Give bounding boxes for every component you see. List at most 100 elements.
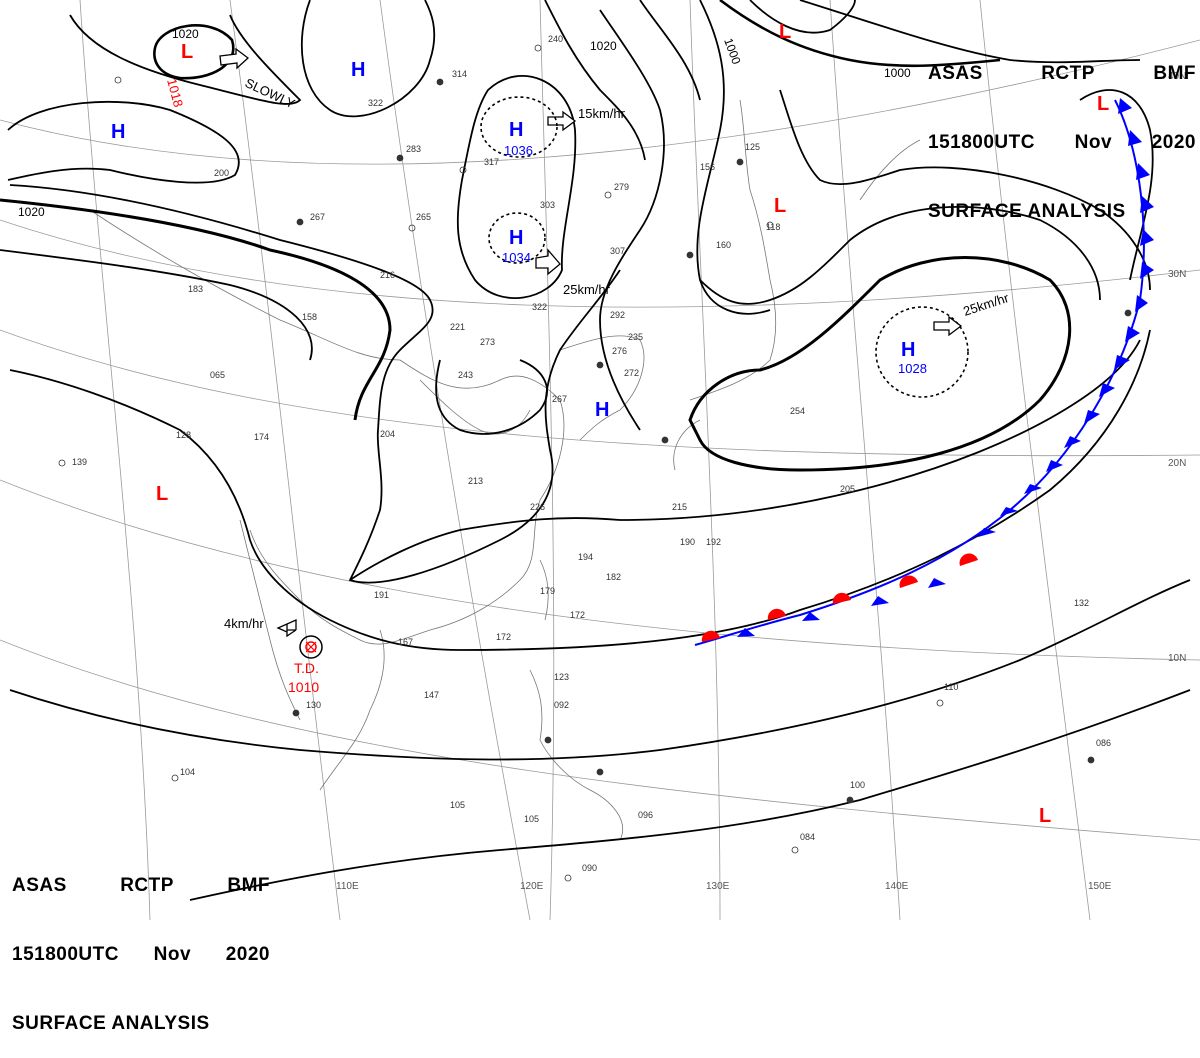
station-report: 191 xyxy=(374,590,389,600)
station-report: 104 xyxy=(180,767,195,777)
station-report: 200 xyxy=(214,168,229,178)
header-bottom-left: ASAS RCTP BMF 151800UTC Nov 2020 SURFACE… xyxy=(12,828,270,1058)
station-report: 147 xyxy=(424,690,439,700)
station-report: 182 xyxy=(606,572,621,582)
warm-front-segments xyxy=(701,553,978,642)
station-report: 226 xyxy=(530,502,545,512)
lat-lon-grid xyxy=(0,0,1200,920)
isobar-label: 1020 xyxy=(590,39,617,53)
low-center-letter: L xyxy=(1097,93,1109,115)
low-center-letter: L xyxy=(1039,805,1051,827)
station-report: 235 xyxy=(628,332,643,342)
station-report: 273 xyxy=(480,337,495,347)
high-center-letter: H xyxy=(595,399,609,421)
low-centers: L L L L L L xyxy=(156,21,1109,827)
lat-label-20: 20N xyxy=(1168,458,1186,469)
lat-label-30: 30N xyxy=(1168,269,1186,280)
station-report: 303 xyxy=(540,200,555,210)
high-center-letter: H xyxy=(509,119,523,141)
station-report: 276 xyxy=(612,346,627,356)
station-report: 100 xyxy=(850,780,865,790)
header-time: 151800UTC xyxy=(12,944,119,965)
center-ellipses xyxy=(480,96,969,398)
station-report: 283 xyxy=(406,144,421,154)
high-center-letter: H xyxy=(111,121,125,143)
cold-front xyxy=(694,98,1154,646)
header-code: BMF xyxy=(227,875,270,896)
station-report: 156 xyxy=(700,162,715,172)
station-report: 279 xyxy=(614,182,629,192)
header-station: RCTP xyxy=(120,875,174,896)
lon-label-110: 110E xyxy=(336,881,359,892)
weather-map: 110E 120E 130E 140E 150E 30N 20N 10N 40N… xyxy=(0,0,1200,920)
high-center-letter: H xyxy=(509,227,523,249)
high-centers: H H H H H H xyxy=(111,59,915,421)
lon-label-150: 150E xyxy=(1088,881,1112,892)
td-pressure: 1010 xyxy=(288,679,319,695)
station-report: 272 xyxy=(624,368,639,378)
td-labels: T.D. 1010 xyxy=(288,660,319,695)
header-station: RCTP xyxy=(1041,63,1095,84)
station-report: 086 xyxy=(1096,738,1111,748)
station-report: 123 xyxy=(554,672,569,682)
header-year: 2020 xyxy=(1151,132,1196,153)
station-report: 172 xyxy=(496,632,511,642)
station-report: 132 xyxy=(1074,598,1089,608)
station-report: 314 xyxy=(452,69,467,79)
station-report: 267 xyxy=(310,212,325,222)
isobars xyxy=(0,0,1191,901)
station-report: 130 xyxy=(306,700,321,710)
station-report: 110 xyxy=(944,682,958,692)
station-report: 267 xyxy=(552,394,567,404)
high-center-letter: H xyxy=(351,59,365,81)
station-report: 215 xyxy=(672,502,687,512)
station-report: 167 xyxy=(398,637,413,647)
td-label: T.D. xyxy=(294,660,319,676)
movement-label: 4km/hr xyxy=(224,616,264,631)
header-top-right: ASAS RCTP BMF 151800UTC Nov 2020 SURFACE… xyxy=(928,16,1196,246)
header-code: BMF xyxy=(1153,63,1196,84)
movement-label: 15km/hr xyxy=(578,106,626,121)
low-center-value: 1018 xyxy=(164,77,186,109)
header-year: 2020 xyxy=(225,944,270,965)
isobar-label: 1020 xyxy=(18,205,45,219)
station-report: 265 xyxy=(416,212,431,222)
isobar-label: 1020 xyxy=(172,27,199,41)
station-report: 192 xyxy=(706,537,721,547)
station-report: 160 xyxy=(716,240,731,250)
station-report: 096 xyxy=(638,810,653,820)
station-report: 125 xyxy=(745,142,760,152)
low-center-letter: L xyxy=(779,21,791,43)
station-report: 322 xyxy=(532,302,547,312)
station-report: 205 xyxy=(840,484,855,494)
station-report: 243 xyxy=(458,370,473,380)
lon-label-140: 140E xyxy=(885,881,909,892)
header-month: Nov xyxy=(1074,132,1113,153)
station-report: 174 xyxy=(254,432,269,442)
high-center-value: 1036 xyxy=(504,143,533,158)
high-center-value: 1028 xyxy=(898,361,927,376)
station-report: 092 xyxy=(554,700,569,710)
station-report: 128 xyxy=(176,430,191,440)
station-report: 213 xyxy=(468,476,483,486)
station-report: 254 xyxy=(790,406,805,416)
low-center-letter: L xyxy=(181,41,193,63)
high-center-letter: H xyxy=(901,339,915,361)
station-report: 139 xyxy=(72,457,87,467)
station-report: 084 xyxy=(800,832,815,842)
station-report: 118 xyxy=(766,222,780,232)
station-report: 194 xyxy=(578,552,593,562)
station-report: 183 xyxy=(188,284,203,294)
station-report: 240 xyxy=(548,34,563,44)
header-title: SURFACE ANALYSIS xyxy=(12,1013,210,1034)
lon-label-120: 120E xyxy=(520,881,544,892)
header-org: ASAS xyxy=(928,63,983,84)
station-report: 204 xyxy=(380,429,395,439)
station-report: 307 xyxy=(610,246,625,256)
header-title: SURFACE ANALYSIS xyxy=(928,201,1126,222)
high-values: 1036 1034 1028 xyxy=(502,143,927,376)
low-values: 1018 xyxy=(164,77,186,109)
header-month: Nov xyxy=(153,944,192,965)
lat-label-10: 10N xyxy=(1168,653,1186,664)
grid-labels: 110E 120E 130E 140E 150E 30N 20N 10N 40N xyxy=(336,71,1186,892)
